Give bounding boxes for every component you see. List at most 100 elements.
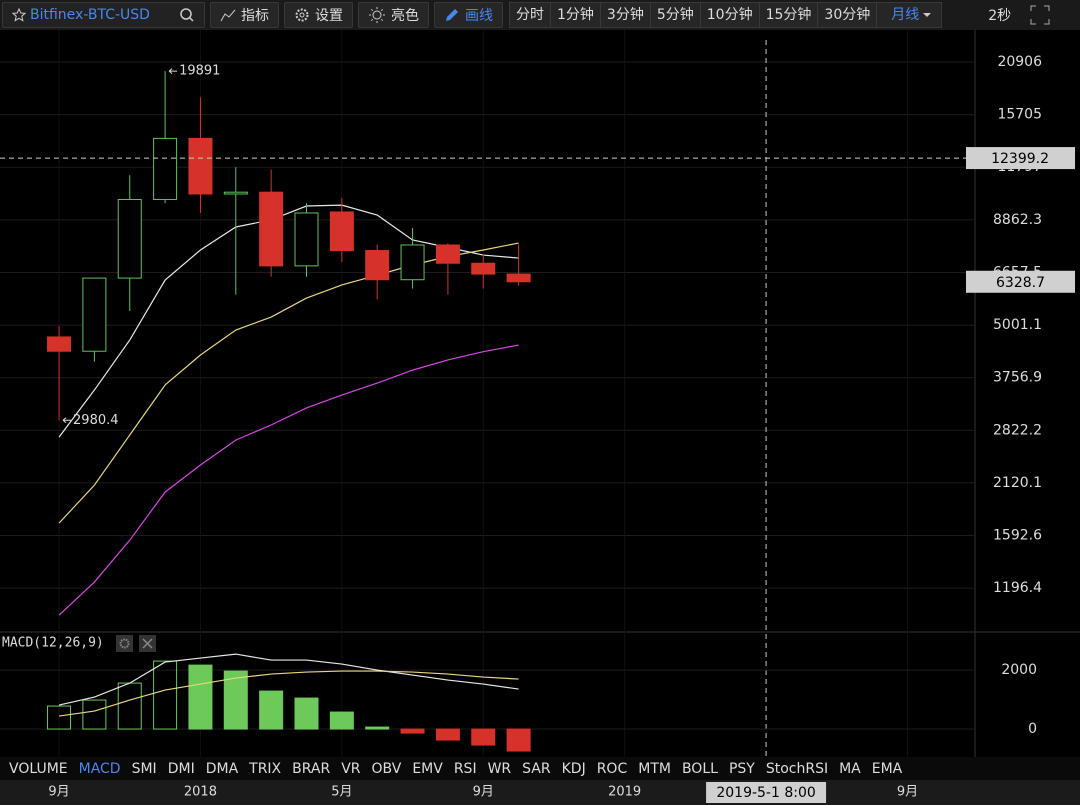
y-tick-label: 8862.3 xyxy=(993,212,1042,228)
x-tick-label: 9月 xyxy=(48,785,69,800)
indicator-tab[interactable]: VR xyxy=(341,760,361,777)
annotation: 19891 xyxy=(179,64,220,79)
y-tick-label: 20906 xyxy=(997,54,1042,70)
x-axis-band xyxy=(0,780,1080,805)
candle-body xyxy=(365,250,390,281)
annotation-arrow xyxy=(168,68,178,75)
candle-body xyxy=(188,137,213,195)
sun-icon xyxy=(369,7,385,23)
candle-body xyxy=(294,212,319,267)
current-price-box xyxy=(966,270,1075,293)
indicator-tab[interactable]: MTM xyxy=(638,760,671,777)
macd-line xyxy=(58,670,519,717)
crosshair-time: 2019-5-1 8:00 xyxy=(716,785,815,801)
candle-body xyxy=(153,137,178,200)
candle-body xyxy=(82,277,107,352)
candle-body xyxy=(47,336,72,352)
theme-button[interactable]: 亮色 xyxy=(358,2,429,28)
candle-body xyxy=(259,191,284,267)
button-label: 设置 xyxy=(315,8,343,24)
button-label: 亮色 xyxy=(391,8,419,24)
indicator-tab[interactable]: BOLL xyxy=(681,760,718,777)
candle-body xyxy=(329,211,354,252)
button-label: 指标 xyxy=(241,8,269,24)
indicator-tab[interactable]: SAR xyxy=(522,760,551,777)
indicator-tab[interactable]: PSY xyxy=(728,760,755,777)
crosshair-time-box xyxy=(706,782,827,803)
x-tick-label: 5月 xyxy=(331,785,352,800)
macd-histogram-bar xyxy=(47,705,72,730)
period-option[interactable]: 10分钟 xyxy=(701,3,760,27)
crosshair-price-box xyxy=(966,147,1075,170)
indicator-button[interactable]: 指标 xyxy=(210,2,279,28)
crosshair-price: 12399.2 xyxy=(991,151,1049,167)
indicator-tab[interactable]: WR xyxy=(487,760,512,777)
indicator-tab[interactable]: EMA xyxy=(871,760,903,777)
star-icon xyxy=(12,8,26,22)
button-label: 画线 xyxy=(465,8,493,24)
annotation: 2980.4 xyxy=(73,413,119,428)
y-tick-label: 2000 xyxy=(1001,662,1037,678)
candle-body xyxy=(435,244,460,264)
indicator-tab[interactable]: MACD xyxy=(78,760,121,777)
symbol-search[interactable]: Bitfinex-BTC-USD xyxy=(2,2,205,28)
indicator-tab[interactable]: DMA xyxy=(205,760,239,777)
period-option[interactable]: 5分钟 xyxy=(651,3,701,27)
y-tick-label: 1592.6 xyxy=(993,528,1042,544)
macd-histogram-bar xyxy=(294,697,319,730)
symbol: Bitfinex-BTC-USD xyxy=(30,7,150,23)
macd-line xyxy=(58,653,519,706)
period-option[interactable]: 1分钟 xyxy=(551,3,601,27)
indicator-tab[interactable]: OBV xyxy=(371,760,402,777)
indicator-tab[interactable]: ROC xyxy=(596,760,628,777)
x-tick-label: 2018 xyxy=(184,785,217,800)
indicator-icon xyxy=(220,9,236,22)
period-selector: 分时 1分钟 3分钟 5分钟 10分钟 15分钟 30分钟 月线 xyxy=(509,2,943,28)
macd-histogram-bar xyxy=(329,711,354,730)
caret xyxy=(923,13,932,21)
macd-settings[interactable] xyxy=(116,635,133,652)
period-option[interactable]: 3分钟 xyxy=(601,3,651,27)
annotation-arrow xyxy=(62,417,72,424)
indicator-tab[interactable]: RSI xyxy=(453,760,477,777)
candle-body xyxy=(506,273,531,283)
indicator-tab[interactable]: VOLUME xyxy=(9,760,68,777)
refresh-interval[interactable]: 2秒 xyxy=(988,8,1012,24)
indicator-tab[interactable]: EMV xyxy=(412,760,443,777)
indicator-tab[interactable]: StochRSI xyxy=(765,760,829,777)
indicator-tab[interactable]: TRIX xyxy=(249,760,282,777)
x-tick-label: 2019 xyxy=(608,785,641,800)
indicator-tab[interactable]: MA xyxy=(839,760,861,777)
macd-title: MACD(12,26,9) xyxy=(2,636,104,651)
search-icon xyxy=(180,8,194,22)
x-tick-label: 9月 xyxy=(473,785,494,800)
macd-histogram-bar xyxy=(259,690,284,730)
fullscreen-icon[interactable] xyxy=(1029,4,1051,26)
indicator-tab[interactable]: BRAR xyxy=(292,760,331,777)
candle-body xyxy=(223,191,248,195)
period-option[interactable]: 分时 xyxy=(510,3,551,27)
macd-histogram-bar xyxy=(188,664,213,730)
candle-body xyxy=(400,244,425,281)
period-option[interactable]: 15分钟 xyxy=(760,3,819,27)
macd-histogram-bar xyxy=(365,726,390,730)
y-tick-label: 2120.1 xyxy=(993,475,1042,491)
period-option[interactable]: 30分钟 xyxy=(818,3,878,27)
y-tick-label: 5001.1 xyxy=(993,317,1042,333)
indicator-tab[interactable]: KDJ xyxy=(561,760,586,777)
macd-histogram-bar xyxy=(82,699,107,730)
draw-button[interactable]: 画线 xyxy=(434,2,503,28)
y-tick-label: 1196.4 xyxy=(993,580,1042,596)
toolbar: Bitfinex-BTC-USD 指标 设置 亮色 画线 分时 1分钟 3分钟 5分钟… xyxy=(0,0,1080,30)
indicator-tab[interactable]: SMI xyxy=(131,760,157,777)
indicator-tab[interactable]: DMI xyxy=(167,760,195,777)
indicator-tabs: VOLUME MACD SMI DMI DMA TRIX BRAR VR OBV EMV RSI WR… xyxy=(0,757,1080,780)
close-icon xyxy=(142,638,153,649)
macd-histogram-bar xyxy=(506,728,531,752)
current-price: 6328.7 xyxy=(996,275,1045,291)
settings-button[interactable]: 设置 xyxy=(284,2,353,28)
period-option[interactable]: 月线 xyxy=(877,3,941,27)
macd-histogram-bar xyxy=(153,660,178,730)
moving-average-line xyxy=(58,344,519,616)
